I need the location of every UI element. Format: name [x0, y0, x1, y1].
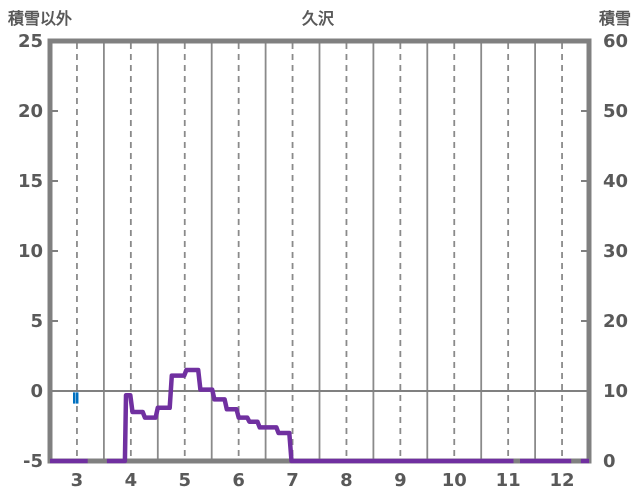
right-axis-tick-label: 20: [603, 311, 628, 332]
snow-depth-line: [106, 367, 514, 464]
right-axis-tick-label: 30: [603, 241, 628, 262]
chart-title: 久沢: [301, 9, 334, 28]
x-axis-tick-label: 7: [286, 470, 299, 491]
right-axis-tick-label: 40: [603, 171, 628, 192]
x-axis-tick-label: 12: [550, 470, 575, 491]
x-axis-tick-label: 10: [442, 470, 467, 491]
right-axis-tick-label: 60: [603, 31, 628, 52]
left-axis-tick-label: 0: [30, 381, 43, 402]
left-axis-tick-label: -5: [23, 451, 43, 472]
right-axis-tick-label: 0: [603, 451, 616, 472]
left-axis-tick-label: 15: [18, 171, 43, 192]
x-axis-tick-label: 6: [232, 470, 245, 491]
left-axis-tick-label: 20: [18, 101, 43, 122]
left-axis-tick-label: 5: [30, 311, 43, 332]
x-axis-tick-label: 3: [71, 470, 84, 491]
x-axis-tick-label: 5: [178, 470, 191, 491]
x-axis-tick-label: 8: [340, 470, 353, 491]
x-axis-tick-label: 4: [125, 470, 138, 491]
right-axis-tick-label: 10: [603, 381, 628, 402]
left-axis-tick-label: 25: [18, 31, 43, 52]
x-axis-tick-label: 9: [394, 470, 407, 491]
left-axis-title: 積雪以外: [8, 9, 73, 28]
x-axis-tick-label: 11: [496, 470, 521, 491]
right-axis-tick-label: 50: [603, 101, 628, 122]
left-axis-tick-label: 10: [18, 241, 43, 262]
right-axis-title: 積雪: [598, 9, 631, 28]
